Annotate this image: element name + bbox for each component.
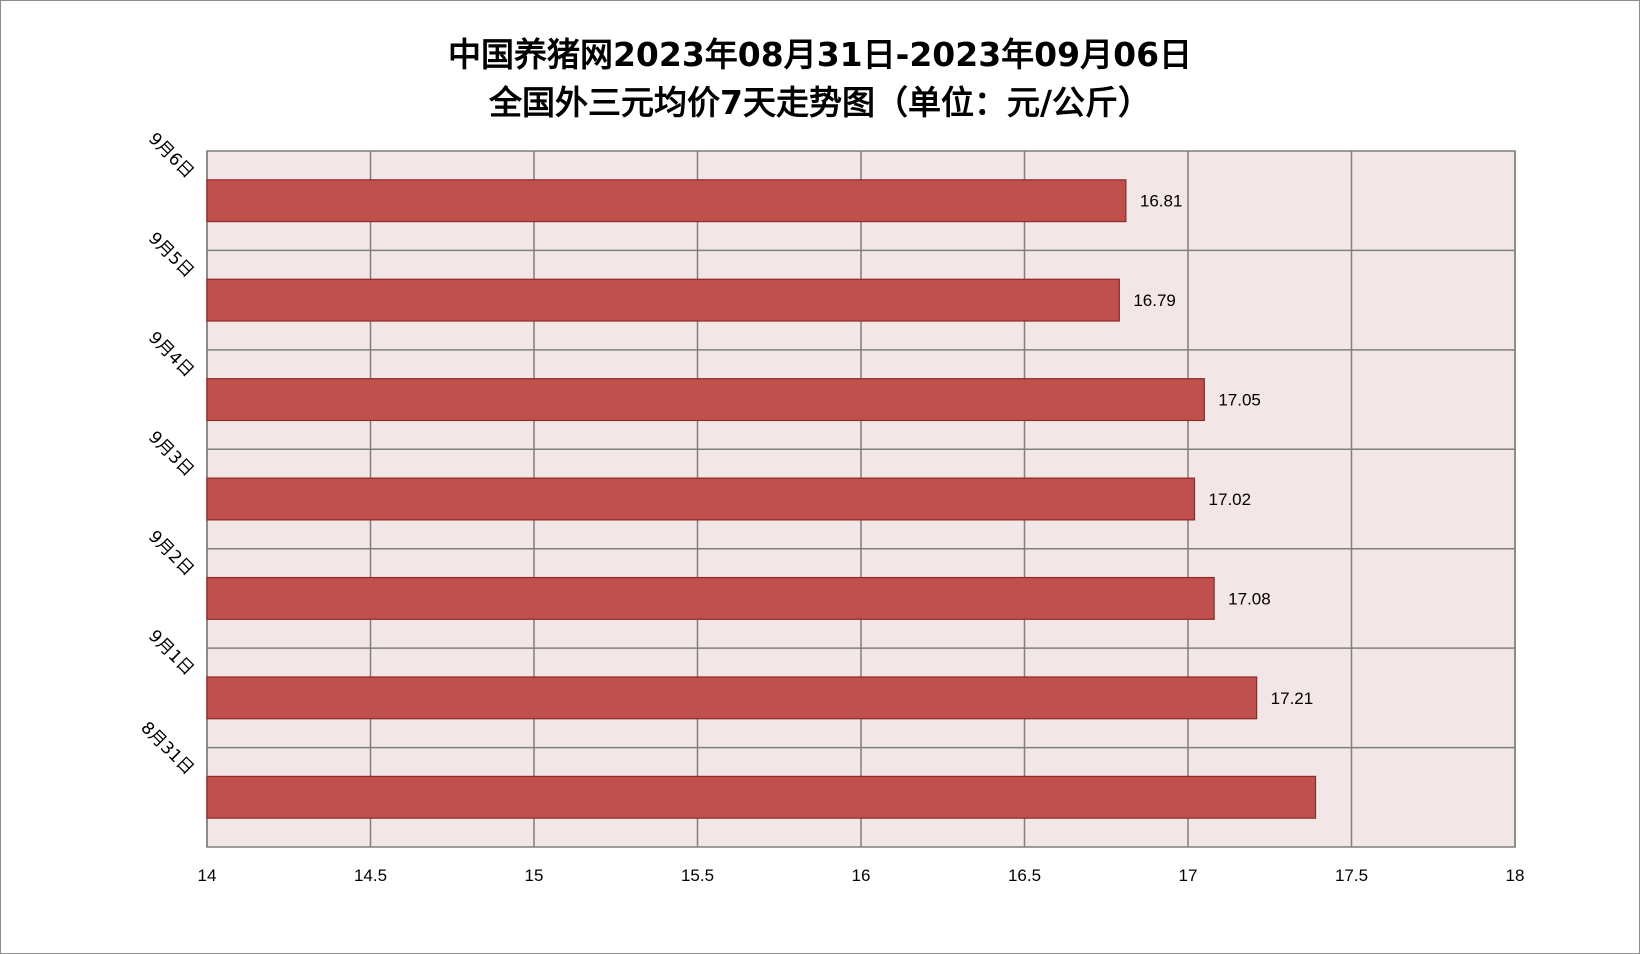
y-category-label: 8月31日 — [136, 718, 197, 779]
bar — [206, 676, 1258, 720]
x-tick-label: 14.5 — [354, 866, 387, 885]
x-tick-label: 17 — [1179, 866, 1198, 885]
grid-lines — [206, 151, 1516, 847]
bar-data-label: 17.05 — [1218, 391, 1261, 410]
x-axis-ticks: 14 14.5 15 15.5 16 16.5 17 17.5 18 — [198, 866, 1525, 885]
x-tick-label: 16.5 — [1008, 866, 1041, 885]
bar — [206, 576, 1215, 620]
bar-data-label: 17.08 — [1228, 589, 1271, 608]
chart-title: 中国养猪网2023年08月31日-2023年09月06日 — [447, 35, 1193, 74]
data-labels: 17.21 17.08 17.02 17.05 16.79 16.81 — [1133, 192, 1313, 708]
y-category-label: 9月6日 — [144, 129, 197, 182]
x-tick-label: 14 — [198, 866, 217, 885]
bar — [206, 775, 1317, 819]
x-tick-label: 16 — [852, 866, 871, 885]
chart-subtitle: 全国外三元均价7天走势图（单位：元/公斤） — [488, 83, 1151, 122]
y-category-label: 9月2日 — [144, 527, 197, 580]
bar-data-label: 17.02 — [1209, 490, 1252, 509]
x-tick-label: 15 — [525, 866, 544, 885]
bar — [206, 477, 1196, 521]
bar-data-label: 16.81 — [1140, 192, 1183, 211]
bar — [206, 278, 1120, 322]
bar — [206, 179, 1127, 223]
bars — [206, 179, 1317, 819]
x-tick-label: 15.5 — [681, 866, 714, 885]
y-category-label: 9月4日 — [144, 328, 197, 381]
y-category-label: 9月1日 — [144, 626, 197, 679]
x-tick-label: 17.5 — [1335, 866, 1368, 885]
x-tick-label: 18 — [1506, 866, 1525, 885]
bar-data-label: 16.79 — [1133, 291, 1176, 310]
y-category-label: 9月3日 — [144, 427, 197, 480]
bar — [206, 378, 1205, 422]
y-axis-categories: 8月31日 9月1日 9月2日 9月3日 9月4日 9月5日 9月6日 — [136, 129, 197, 779]
y-category-label: 9月5日 — [144, 228, 197, 281]
bar-data-label: 17.21 — [1271, 689, 1314, 708]
